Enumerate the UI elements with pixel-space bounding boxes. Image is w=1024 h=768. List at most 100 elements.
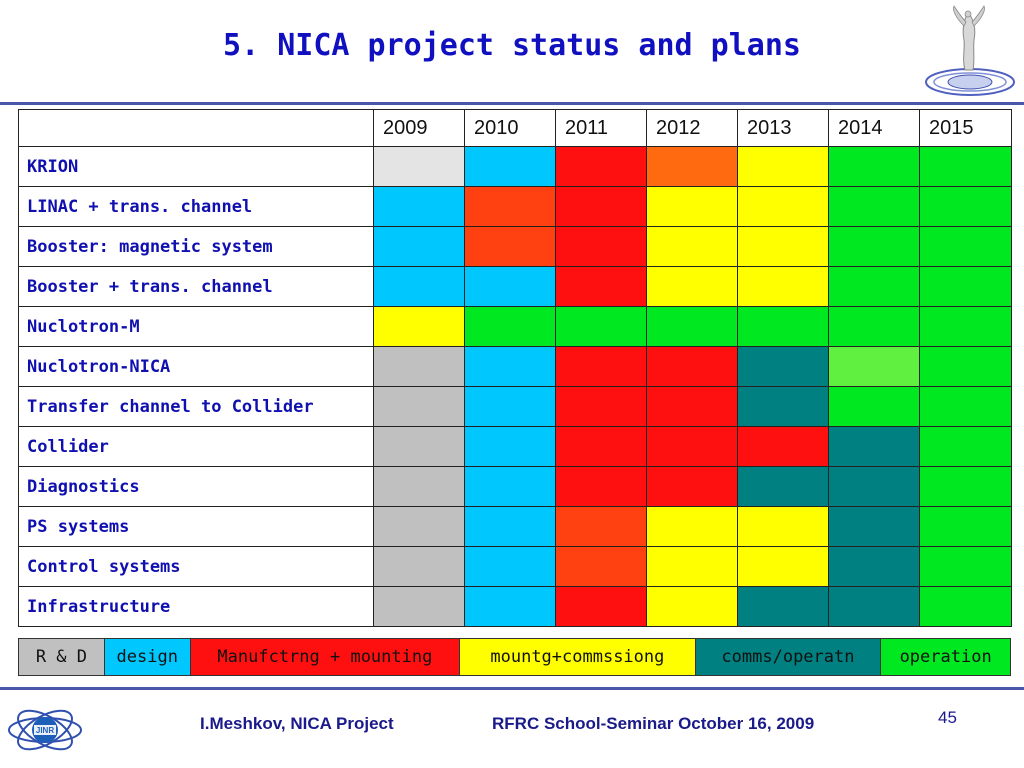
status-cell xyxy=(464,306,556,347)
status-cell xyxy=(555,346,647,387)
row-label: Nuclotron-NICA xyxy=(18,346,374,387)
status-cell xyxy=(464,426,556,467)
status-cell xyxy=(646,346,738,387)
status-cell xyxy=(828,306,920,347)
status-cell xyxy=(464,386,556,427)
status-cell xyxy=(919,466,1012,507)
row-label: Collider xyxy=(18,426,374,467)
status-cell xyxy=(555,466,647,507)
status-cell xyxy=(828,386,920,427)
status-cell xyxy=(646,266,738,307)
footer-author: I.Meshkov, NICA Project xyxy=(200,714,394,733)
status-cell xyxy=(919,586,1012,627)
table-row: PS systems xyxy=(18,506,1012,547)
row-label: KRION xyxy=(18,146,374,187)
page-number: 45 xyxy=(938,708,957,727)
status-cell xyxy=(373,266,465,307)
status-cell xyxy=(828,506,920,547)
status-cell xyxy=(646,186,738,227)
year-header: 2012 xyxy=(646,109,738,147)
year-header: 2009 xyxy=(373,109,465,147)
status-cell xyxy=(373,546,465,587)
status-cell xyxy=(919,546,1012,587)
status-cell xyxy=(464,226,556,267)
status-cell xyxy=(737,146,829,187)
status-cell xyxy=(555,426,647,467)
status-cell xyxy=(737,386,829,427)
status-cell xyxy=(373,346,465,387)
legend-item: mountg+commssiong xyxy=(460,639,696,675)
schedule-table: 2009 2010 2011 2012 2013 2014 2015 KRION… xyxy=(18,109,1012,627)
status-cell xyxy=(646,426,738,467)
status-cell xyxy=(737,586,829,627)
status-cell xyxy=(555,386,647,427)
table-row: LINAC + trans. channel xyxy=(18,186,1012,227)
status-cell xyxy=(919,186,1012,227)
status-cell xyxy=(646,306,738,347)
status-cell xyxy=(555,506,647,547)
status-cell xyxy=(646,546,738,587)
table-row: Booster: magnetic system xyxy=(18,226,1012,267)
status-cell xyxy=(373,306,465,347)
status-cell xyxy=(737,306,829,347)
status-cell xyxy=(919,386,1012,427)
status-cell xyxy=(828,466,920,507)
status-cell xyxy=(919,506,1012,547)
status-cell xyxy=(373,426,465,467)
row-label: Booster + trans. channel xyxy=(18,266,374,307)
status-cell xyxy=(919,346,1012,387)
status-cell xyxy=(646,466,738,507)
row-label: Booster: magnetic system xyxy=(18,226,374,267)
status-cell xyxy=(737,346,829,387)
table-row: Collider xyxy=(18,426,1012,467)
row-label: Nuclotron-M xyxy=(18,306,374,347)
legend-item: Manufctrng + mounting xyxy=(190,639,461,675)
status-cell xyxy=(373,226,465,267)
legend-item: operation xyxy=(881,639,1010,675)
status-cell xyxy=(737,426,829,467)
status-cell xyxy=(737,226,829,267)
status-cell xyxy=(828,346,920,387)
table-row: Infrastructure xyxy=(18,586,1012,627)
header-corner-cell xyxy=(18,109,374,147)
table-row: Control systems xyxy=(18,546,1012,587)
status-cell xyxy=(646,386,738,427)
row-label: PS systems xyxy=(18,506,374,547)
footer-event: RFRC School-Seminar October 16, 2009 xyxy=(492,714,815,733)
status-cell xyxy=(737,466,829,507)
status-cell xyxy=(646,506,738,547)
status-cell xyxy=(464,146,556,187)
bottom-divider xyxy=(0,687,1024,690)
status-cell xyxy=(464,346,556,387)
status-cell xyxy=(373,586,465,627)
year-header: 2011 xyxy=(555,109,647,147)
table-row: Booster + trans. channel xyxy=(18,266,1012,307)
status-cell xyxy=(555,146,647,187)
status-cell xyxy=(373,466,465,507)
table-header-row: 2009 2010 2011 2012 2013 2014 2015 xyxy=(18,109,1012,147)
page-title: 5. NICA project status and plans xyxy=(223,28,801,63)
row-label: LINAC + trans. channel xyxy=(18,186,374,227)
table-row: Transfer channel to Collider xyxy=(18,386,1012,427)
schedule-body: KRION LINAC + trans. channel Booster: magn… xyxy=(18,146,1012,627)
status-cell xyxy=(737,266,829,307)
status-cell xyxy=(464,186,556,227)
status-cell xyxy=(828,226,920,267)
status-cell xyxy=(464,266,556,307)
status-cell xyxy=(646,586,738,627)
year-header: 2013 xyxy=(737,109,829,147)
row-label: Diagnostics xyxy=(18,466,374,507)
nica-logo-icon xyxy=(925,5,1015,96)
status-cell xyxy=(646,146,738,187)
year-header: 2010 xyxy=(464,109,556,147)
status-cell xyxy=(555,266,647,307)
status-cell xyxy=(737,546,829,587)
table-row: Nuclotron-M xyxy=(18,306,1012,347)
status-cell xyxy=(919,266,1012,307)
status-cell xyxy=(919,226,1012,267)
status-cell xyxy=(919,306,1012,347)
status-cell xyxy=(737,506,829,547)
row-label: Infrastructure xyxy=(18,586,374,627)
status-cell xyxy=(555,306,647,347)
